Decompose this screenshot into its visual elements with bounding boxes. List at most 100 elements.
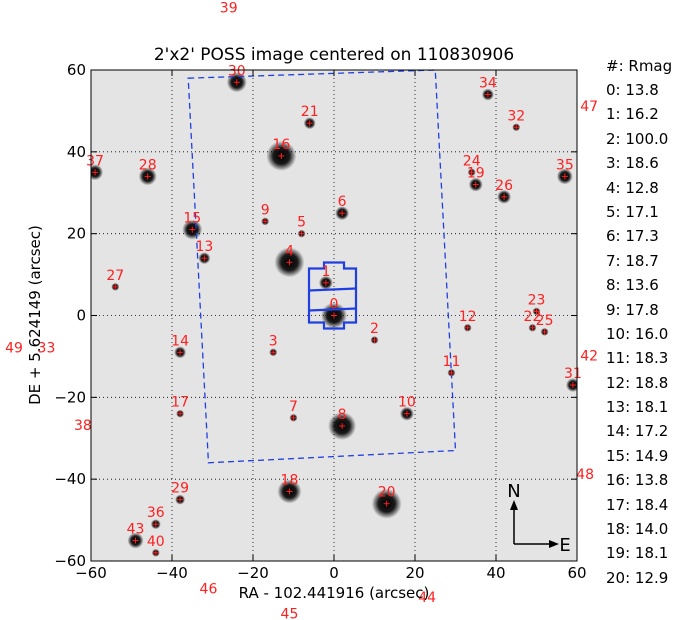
y-axis-label: DE + 5.624149 (arcsec): [26, 225, 44, 405]
rmag-row: 7: 18.7: [606, 251, 659, 270]
outside-star-label: 47: [580, 99, 598, 115]
star-label: 35: [556, 157, 574, 173]
star-label: 3: [269, 333, 278, 349]
rmag-row: 5: 17.1: [606, 202, 659, 221]
star-label: 16: [272, 137, 290, 153]
rmag-row: 2: 100.0: [606, 129, 669, 148]
y-tick-label: −20: [54, 388, 86, 406]
star-label: 18: [281, 472, 299, 488]
x-axis-label: RA - 102.441916 (arcsec): [239, 584, 430, 602]
rmag-row: 14: 17.2: [606, 422, 669, 441]
rmag-row: 13: 18.1: [606, 398, 669, 417]
x-tick-label: 0: [329, 564, 339, 582]
aperture-outline: [307, 261, 358, 330]
outside-star-label: 39: [220, 1, 238, 17]
star-label: 1: [321, 264, 330, 280]
star-label: 21: [301, 104, 319, 120]
star-label: 37: [86, 153, 104, 169]
star-label: 43: [127, 522, 145, 538]
aperture-divider: [308, 287, 357, 292]
star-label: 22: [524, 309, 542, 325]
rmag-header: #: Rmag: [606, 57, 673, 75]
star-label: 8: [338, 407, 347, 423]
y-tick-label: 60: [67, 61, 86, 79]
star-label: 24: [463, 153, 481, 169]
rmag-row: 15: 14.9: [606, 446, 669, 465]
rmag-row: 1: 16.2: [606, 105, 659, 124]
star-label: 15: [183, 211, 201, 227]
outside-star-label: 45: [281, 606, 299, 620]
star-label: 17: [171, 395, 189, 411]
star-label: 30: [228, 63, 246, 79]
outside-star-label: 44: [418, 590, 436, 606]
east-label: E: [559, 535, 570, 556]
x-tick-label: 60: [567, 564, 586, 582]
star-label: 10: [398, 395, 416, 411]
rmag-row: 0: 13.8: [606, 81, 659, 99]
rmag-row: 17: 18.4: [606, 495, 669, 514]
outside-star-label: 49: [5, 340, 23, 356]
chart-title: 2'x2' POSS image centered on 110830906: [154, 45, 514, 65]
outside-star-label: 38: [74, 418, 92, 434]
rmag-row: 18: 14.0: [606, 520, 669, 539]
rmag-row: 4: 12.8: [606, 178, 659, 197]
rmag-row: 11: 18.3: [606, 349, 669, 368]
star-label: 40: [147, 534, 165, 550]
star-label: 7: [289, 399, 298, 415]
y-tick-label: −60: [54, 552, 86, 570]
outside-star-label: 46: [200, 582, 218, 598]
rmag-row: 16: 13.8: [606, 471, 669, 490]
star-label: 0: [330, 297, 339, 313]
star-label: 32: [507, 108, 525, 124]
x-tick-label: 40: [486, 564, 505, 582]
rmag-row: 3: 18.6: [606, 154, 659, 173]
outside-star-label: 33: [38, 340, 56, 356]
star-label: 27: [106, 268, 124, 284]
star-label: 36: [147, 505, 165, 521]
star-label: 26: [495, 178, 513, 194]
marker-layer: [92, 79, 576, 556]
star-label: 23: [528, 292, 546, 308]
star-label: 9: [261, 202, 270, 218]
fov-outline: [187, 69, 457, 464]
east-arrowhead: [549, 540, 559, 548]
star-label: 6: [338, 194, 347, 210]
x-tick-label: −20: [237, 564, 269, 582]
label-layer: 0123456789101112131415161718192021222324…: [5, 0, 598, 620]
rmag-row: 8: 13.6: [606, 276, 659, 295]
rmag-rows: 0: 13.8 1: 16.2 2: 100.0 3: 18.6 4: 12.8 5: 1…: [606, 78, 681, 590]
star-label: 29: [171, 481, 189, 497]
outside-star-label: 42: [580, 349, 598, 365]
star-label: 31: [564, 366, 582, 382]
stars-layer: [91, 72, 577, 557]
star-label: 19: [467, 166, 485, 182]
y-tick-label: 20: [67, 225, 86, 243]
x-tick-label: 20: [405, 564, 424, 582]
fov-layer: [187, 69, 457, 464]
y-tick-label: 40: [67, 143, 86, 161]
x-tick-label: −60: [75, 564, 107, 582]
star-label: 12: [459, 309, 477, 325]
aperture-divider: [308, 307, 357, 312]
star-label: 25: [536, 313, 554, 329]
x-tick-label: −40: [156, 564, 188, 582]
rmag-row: 9: 17.8: [606, 300, 659, 319]
star-label: 11: [443, 354, 461, 370]
grid-layer: [91, 70, 577, 561]
rmag-row: 6: 17.3: [606, 227, 659, 246]
rmag-row: 10: 16.0: [606, 324, 669, 343]
star-label: 20: [378, 485, 396, 501]
rmag-row: 19: 18.1: [606, 544, 669, 563]
star-label: 14: [171, 333, 189, 349]
compass: N E: [507, 481, 570, 556]
north-arrowhead: [510, 500, 518, 510]
star-label: 4: [285, 243, 294, 259]
y-tick-label: −40: [54, 470, 86, 488]
rmag-row: 12: 18.8: [606, 373, 669, 392]
north-label: N: [507, 481, 520, 502]
rmag-row: 20: 12.9: [606, 568, 669, 587]
y-tick-label: 0: [76, 307, 86, 325]
star-label: 28: [139, 157, 157, 173]
